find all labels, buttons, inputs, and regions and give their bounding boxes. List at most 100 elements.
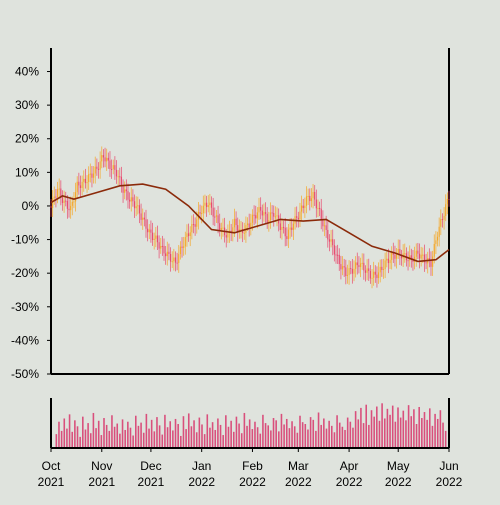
candle-body	[78, 181, 80, 186]
candle-body	[81, 181, 83, 189]
candle-body	[418, 253, 421, 259]
x-tick-label-year: 2021	[38, 475, 65, 489]
candle-body	[199, 212, 201, 214]
candle-body	[335, 254, 337, 256]
x-tick-label-month: Jun	[439, 459, 458, 473]
candle-body	[304, 205, 306, 209]
candle-body	[392, 252, 394, 255]
candle-body	[386, 258, 388, 261]
candle-body	[338, 254, 340, 265]
candle-body	[158, 242, 160, 249]
y-tick-label: -50%	[11, 367, 39, 381]
candle-body	[215, 215, 218, 217]
candle-body	[423, 254, 426, 263]
candle-body	[83, 178, 85, 182]
candle-body	[264, 212, 267, 214]
candle-body	[377, 272, 380, 279]
y-tick-label: -30%	[11, 300, 39, 314]
candle-body	[369, 270, 371, 279]
candle-body	[341, 266, 344, 270]
x-tick-label-month: Nov	[91, 459, 112, 473]
candle-body	[109, 160, 111, 170]
candle-body	[271, 212, 273, 214]
candle-body	[240, 229, 242, 231]
x-tick-label-year: 2022	[436, 475, 463, 489]
x-tick-label-month: Mar	[288, 459, 309, 473]
candle-body	[222, 227, 224, 229]
candle-body	[312, 191, 314, 199]
candle-body	[440, 219, 442, 227]
candle-body	[225, 235, 227, 238]
candle-body	[261, 210, 263, 216]
candle-body	[317, 207, 319, 209]
candle-body	[145, 219, 147, 229]
x-tick-label-month: Jan	[192, 459, 211, 473]
candle-body	[266, 213, 268, 223]
candle-body	[430, 260, 432, 267]
candle-body	[253, 214, 255, 216]
candle-body	[333, 245, 335, 255]
candle-body	[420, 254, 422, 259]
candle-body	[322, 219, 324, 227]
candle-body	[66, 201, 68, 209]
x-tick-label-year: 2022	[239, 475, 266, 489]
candle-body	[260, 207, 262, 211]
candle-body	[343, 266, 345, 268]
moving-average-line	[50, 183, 450, 263]
candle-body	[356, 262, 358, 266]
candle-body	[384, 260, 386, 269]
candle-body	[305, 196, 308, 206]
candle-body	[232, 227, 234, 234]
candle-body	[74, 192, 77, 202]
candle-body	[441, 219, 444, 221]
candle-body	[358, 265, 360, 268]
candle-body	[353, 268, 355, 274]
candle-body	[150, 229, 152, 233]
candle-body	[376, 274, 378, 279]
candle-body	[364, 270, 367, 273]
candle-body	[61, 196, 64, 203]
candle-body	[274, 216, 276, 218]
candle-body	[71, 201, 73, 206]
candle-body	[255, 215, 257, 219]
candle-body	[63, 200, 65, 203]
candle-body	[256, 212, 258, 219]
candle-body	[214, 216, 216, 218]
candle-body	[422, 254, 424, 256]
y-tick-label: 20%	[15, 132, 39, 146]
candle-body	[194, 224, 196, 227]
candle-body	[258, 207, 260, 213]
candle-body	[325, 225, 327, 230]
candle-body	[379, 266, 381, 273]
candle-body	[163, 245, 165, 254]
x-tick-label-year: 2022	[336, 475, 363, 489]
candle-body	[107, 157, 109, 161]
x-tick-label-month: Feb	[242, 459, 263, 473]
candle-body	[65, 200, 67, 202]
candle-body	[155, 235, 157, 239]
candle-body	[130, 197, 132, 202]
x-tick-label-month: May	[387, 459, 410, 473]
candle-body	[104, 157, 106, 162]
candle-body	[79, 185, 82, 189]
candle-body	[153, 238, 155, 240]
y-tick-label: -20%	[11, 266, 39, 280]
candle-body	[286, 236, 288, 239]
x-tick-label-year: 2022	[385, 475, 412, 489]
candle-body	[219, 223, 221, 231]
candle-body	[142, 217, 144, 220]
candle-body	[337, 254, 339, 256]
candle-body	[92, 173, 95, 178]
candle-body	[115, 169, 118, 177]
candle-body	[233, 218, 236, 228]
x-tick-label-month: Oct	[42, 459, 61, 473]
candle-body	[117, 176, 119, 178]
x-tick-label-month: Apr	[340, 459, 359, 473]
candle-body	[114, 165, 116, 170]
candle-body	[55, 196, 57, 198]
candle-body	[60, 188, 62, 197]
candle-body	[91, 173, 93, 178]
candle-body	[133, 201, 136, 209]
candle-body	[183, 246, 185, 248]
candle-body	[212, 207, 214, 217]
